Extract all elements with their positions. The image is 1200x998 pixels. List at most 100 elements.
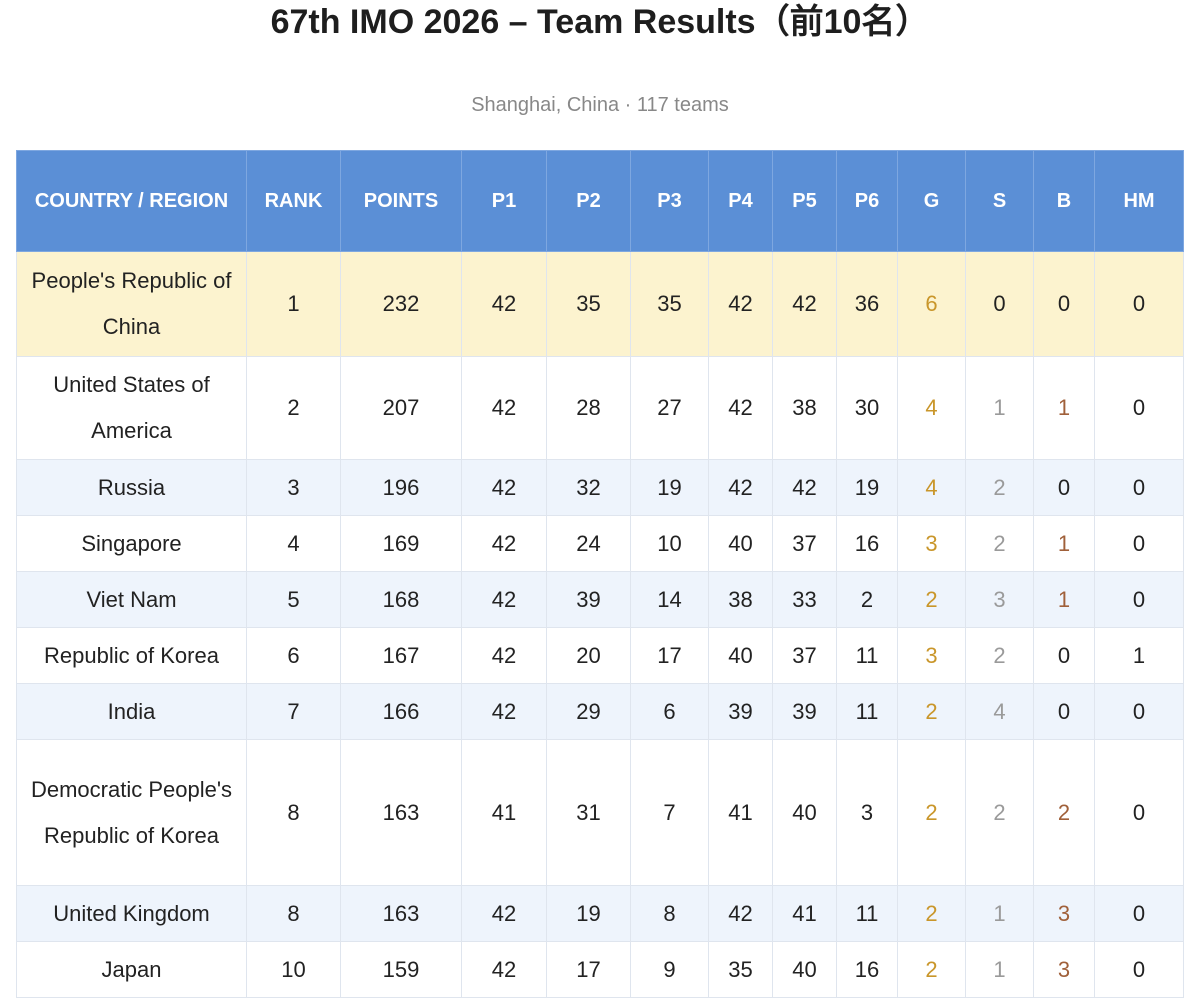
value-cell: 29 <box>546 683 631 740</box>
value-cell: 167 <box>340 627 462 684</box>
value-cell: 8 <box>630 885 709 942</box>
value-cell: 1 <box>1033 571 1095 628</box>
value-cell: 31 <box>546 739 631 886</box>
table-row: Singapore 4 169 42 24 10 40 37 16 3 2 1 0 <box>16 515 1184 572</box>
value-cell: 36 <box>836 251 898 357</box>
value-cell: 19 <box>546 885 631 942</box>
value-cell: 35 <box>708 941 773 998</box>
column-header: P6 <box>836 150 898 252</box>
table-row: United Kingdom 8 163 42 19 8 42 41 11 2 1 3 0 <box>16 885 1184 942</box>
value-cell: 1 <box>1094 627 1184 684</box>
value-cell: 7 <box>246 683 341 740</box>
value-cell: 40 <box>772 941 837 998</box>
value-cell: 42 <box>461 941 547 998</box>
value-cell: 2 <box>965 515 1034 572</box>
value-cell: 4 <box>897 459 966 516</box>
value-cell: 42 <box>772 251 837 357</box>
value-cell: 41 <box>772 885 837 942</box>
value-cell: 39 <box>708 683 773 740</box>
country-cell: India <box>16 683 247 740</box>
value-cell: 196 <box>340 459 462 516</box>
column-header: POINTS <box>340 150 462 252</box>
value-cell: 163 <box>340 739 462 886</box>
value-cell: 24 <box>546 515 631 572</box>
value-cell: 42 <box>461 683 547 740</box>
value-cell: 16 <box>836 515 898 572</box>
country-cell: United States of America <box>16 356 247 460</box>
value-cell: 4 <box>246 515 341 572</box>
value-cell: 207 <box>340 356 462 460</box>
value-cell: 6 <box>246 627 341 684</box>
value-cell: 32 <box>546 459 631 516</box>
value-cell: 2 <box>897 683 966 740</box>
value-cell: 42 <box>461 356 547 460</box>
value-cell: 0 <box>1033 627 1095 684</box>
table-row: India 7 166 42 29 6 39 39 11 2 4 0 0 <box>16 683 1184 740</box>
column-header: P4 <box>708 150 773 252</box>
column-header: B <box>1033 150 1095 252</box>
value-cell: 3 <box>965 571 1034 628</box>
value-cell: 28 <box>546 356 631 460</box>
value-cell: 10 <box>246 941 341 998</box>
value-cell: 35 <box>546 251 631 357</box>
value-cell: 5 <box>246 571 341 628</box>
value-cell: 20 <box>546 627 631 684</box>
value-cell: 41 <box>708 739 773 886</box>
value-cell: 0 <box>1094 683 1184 740</box>
value-cell: 3 <box>897 627 966 684</box>
value-cell: 4 <box>897 356 966 460</box>
country-cell: Russia <box>16 459 247 516</box>
value-cell: 42 <box>461 571 547 628</box>
country-cell: United Kingdom <box>16 885 247 942</box>
value-cell: 0 <box>965 251 1034 357</box>
value-cell: 16 <box>836 941 898 998</box>
value-cell: 3 <box>836 739 898 886</box>
value-cell: 19 <box>630 459 709 516</box>
country-cell: Democratic People's Republic of Korea <box>16 739 247 886</box>
value-cell: 1 <box>965 941 1034 998</box>
table-row: Russia 3 196 42 32 19 42 42 19 4 2 0 0 <box>16 459 1184 516</box>
value-cell: 42 <box>461 885 547 942</box>
value-cell: 0 <box>1094 571 1184 628</box>
value-cell: 35 <box>630 251 709 357</box>
value-cell: 3 <box>246 459 341 516</box>
value-cell: 3 <box>1033 885 1095 942</box>
column-header: HM <box>1094 150 1184 252</box>
column-header: P3 <box>630 150 709 252</box>
value-cell: 19 <box>836 459 898 516</box>
value-cell: 0 <box>1094 941 1184 998</box>
value-cell: 2 <box>965 459 1034 516</box>
value-cell: 17 <box>630 627 709 684</box>
table-row: People's Republic of China 1 232 42 35 35 42 42… <box>16 251 1184 357</box>
value-cell: 42 <box>708 251 773 357</box>
value-cell: 2 <box>897 571 966 628</box>
value-cell: 42 <box>461 627 547 684</box>
table-row: Democratic People's Republic of Korea 8 16… <box>16 739 1184 886</box>
country-cell: People's Republic of China <box>16 251 247 357</box>
value-cell: 42 <box>461 459 547 516</box>
value-cell: 8 <box>246 885 341 942</box>
value-cell: 1 <box>965 885 1034 942</box>
column-header: G <box>897 150 966 252</box>
value-cell: 163 <box>340 885 462 942</box>
table-row: Japan 10 159 42 17 9 35 40 16 2 1 3 0 <box>16 941 1184 998</box>
value-cell: 232 <box>340 251 462 357</box>
value-cell: 11 <box>836 627 898 684</box>
value-cell: 0 <box>1094 459 1184 516</box>
value-cell: 0 <box>1033 251 1095 357</box>
country-cell: Japan <box>16 941 247 998</box>
value-cell: 169 <box>340 515 462 572</box>
value-cell: 39 <box>772 683 837 740</box>
value-cell: 38 <box>708 571 773 628</box>
value-cell: 3 <box>897 515 966 572</box>
value-cell: 2 <box>836 571 898 628</box>
page-subtitle: Shanghai, China · 117 teams <box>471 94 729 116</box>
value-cell: 40 <box>708 515 773 572</box>
value-cell: 2 <box>897 941 966 998</box>
value-cell: 0 <box>1094 356 1184 460</box>
value-cell: 0 <box>1094 885 1184 942</box>
value-cell: 37 <box>772 627 837 684</box>
value-cell: 38 <box>772 356 837 460</box>
value-cell: 42 <box>708 459 773 516</box>
value-cell: 0 <box>1094 515 1184 572</box>
